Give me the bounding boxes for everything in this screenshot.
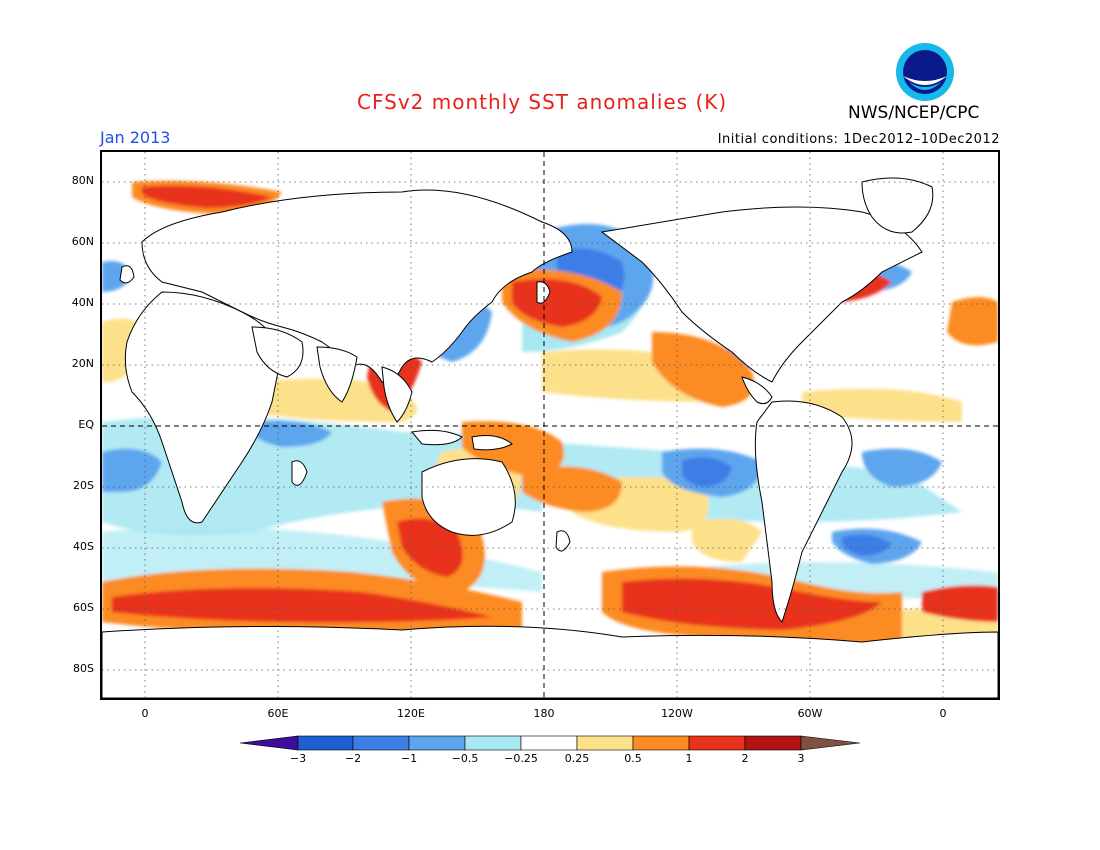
agency-label: NWS/NCEP/CPC	[848, 103, 980, 123]
chart-title: CFSv2 monthly SST anomalies (K)	[357, 90, 728, 114]
lon-label-0-west: 0	[141, 707, 149, 720]
lon-label-0-east: 0	[939, 707, 947, 720]
lat-label-80n: 80N	[71, 174, 94, 187]
lat-label-60n: 60N	[71, 235, 94, 248]
lat-label-40s: 40S	[73, 540, 94, 553]
map-canvas	[102, 152, 998, 698]
cbar-seg-5	[520, 735, 578, 751]
cbar-seg-9	[744, 735, 802, 751]
lat-label-60s: 60S	[73, 601, 94, 614]
lat-label-20s: 20S	[73, 479, 94, 492]
cbar-seg-gt-3	[800, 735, 861, 751]
cbar-label-p05: 0.5	[624, 752, 642, 765]
color-bar	[240, 735, 861, 751]
lon-label-60e: 60E	[267, 707, 289, 720]
cbar-label-p3: 3	[797, 752, 805, 765]
reference-lines	[102, 152, 998, 698]
forecast-month: Jan 2013	[100, 128, 171, 147]
lat-label-40n: 40N	[71, 296, 94, 309]
cbar-seg-7	[632, 735, 690, 751]
cbar-seg-lt-3	[240, 735, 299, 751]
cbar-seg-4	[464, 735, 522, 751]
cbar-label-p025: 0.25	[564, 752, 590, 765]
cbar-label-m3: −3	[289, 752, 307, 765]
cbar-label-m025: −0.25	[504, 752, 538, 765]
continents	[102, 177, 998, 698]
lon-label-180: 180	[533, 707, 555, 720]
lon-label-120e: 120E	[397, 707, 425, 720]
cbar-seg-6	[576, 735, 634, 751]
initial-conditions: Initial conditions: 1Dec2012–10Dec2012	[717, 132, 1000, 147]
cbar-label-m05: −0.5	[451, 752, 479, 765]
cbar-label-p1: 1	[685, 752, 693, 765]
graticule	[102, 152, 998, 698]
cbar-seg-3	[408, 735, 466, 751]
cbar-label-m2: −2	[344, 752, 362, 765]
cbar-seg-8	[688, 735, 746, 751]
lon-label-60w: 60W	[797, 707, 823, 720]
lat-label-80s: 80S	[73, 662, 94, 675]
cbar-seg-1	[297, 735, 354, 751]
noaa-logo	[896, 43, 954, 101]
lat-label-20n: 20N	[71, 357, 94, 370]
sst-anomaly-map	[100, 150, 1000, 700]
lat-label-eq: EQ	[78, 418, 94, 431]
cbar-seg-2	[352, 735, 410, 751]
cbar-label-m1: −1	[400, 752, 418, 765]
lon-label-120w: 120W	[661, 707, 693, 720]
cbar-label-p2: 2	[741, 752, 749, 765]
